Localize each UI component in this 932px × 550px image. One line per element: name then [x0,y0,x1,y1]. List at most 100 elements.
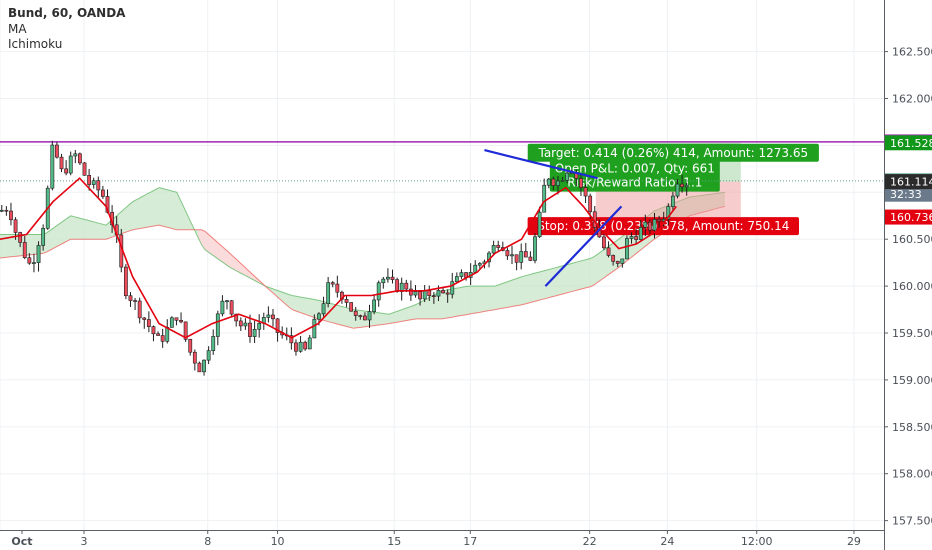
candle [353,306,358,321]
price-tag-bg [885,209,932,225]
candle [252,320,257,343]
candle [367,304,372,328]
candle-body [271,314,275,320]
ichimoku-cloud [0,187,726,329]
candle-body [625,238,629,260]
candle-body [220,300,225,315]
candle [611,254,616,266]
candle-body [137,300,142,319]
candle-body [657,219,662,222]
candle-body [408,288,413,296]
price-tick-label: 158.500 [892,421,932,434]
cloud-bullish [0,187,198,258]
candle [473,260,478,273]
candle [634,229,639,244]
ma-line [0,177,677,339]
candle [165,319,170,344]
candle-body [307,337,312,350]
candle-body [142,317,147,320]
price-tick-label: 158.000 [892,468,932,481]
price-tag-text: 160.736 [890,211,932,224]
candle-body [565,172,570,181]
candle [427,285,432,302]
candle [59,153,64,173]
candle-body [68,155,73,174]
candle-body [206,350,211,361]
candle [514,254,519,271]
candle-body [505,250,510,257]
candle-body [211,336,216,351]
candle-body [680,183,684,188]
candle [36,241,41,272]
candle [87,168,92,191]
candle-body [390,276,395,280]
candle [372,294,377,315]
candle [326,277,331,308]
candle [349,302,354,312]
price-axis: 162.500162.000161.500161.000160.500160.0… [884,0,932,550]
candle-body [514,254,519,263]
candle [27,253,32,265]
candle [303,340,308,351]
candle-body [353,310,358,316]
candle [335,275,340,298]
candle [211,329,216,355]
candle-body [192,351,197,364]
candle-body [50,144,55,189]
candle [307,334,312,350]
price-tick-label: 157.500 [892,515,932,528]
candle [445,289,450,303]
candle-body [588,195,593,213]
candle [615,260,620,268]
candle [243,318,248,330]
candle-body [225,300,229,303]
legend-study-ichimoku[interactable]: Ichimoku [8,37,63,51]
candle-body [671,195,675,207]
candle-body [183,321,188,340]
candle-body [363,315,367,321]
candle-body [615,261,620,264]
price-tag-text: 32:33 [890,188,922,201]
candle [9,202,13,226]
candle-body [312,318,317,339]
candle-body [303,341,308,350]
price-tick-label: 162.000 [892,92,932,105]
chart-legend: Bund, 60, OANDA MA Ichimoku [8,6,125,53]
candle [197,361,202,373]
candle-body [243,322,248,327]
time-tick-label: 29 [847,535,861,548]
candle [289,327,294,350]
candle [390,269,395,284]
candle [146,311,151,333]
candle-body [128,295,133,301]
price-axis-bg [884,0,932,530]
price-tick-label: 162.500 [892,46,932,59]
candle [220,295,225,317]
price-tag-4: 32:33 [885,186,932,202]
candle-body [372,299,377,312]
candle-body [78,153,82,164]
candle-body [91,180,96,185]
candle-body [317,313,321,320]
candle-body [64,168,69,174]
candle [142,317,147,329]
target-label: Target: 0.414 (0.26%) 414, Amount: 1273.… [527,143,819,162]
candle-body [156,333,160,336]
target-label-bg [527,143,819,162]
candle [625,235,629,260]
candle-body [335,283,340,293]
price-tag-2: 161.528 [885,135,932,151]
candle-body [436,290,441,297]
candle-body [275,318,280,333]
candle [192,349,197,371]
candle-body [376,282,381,301]
legend-symbol[interactable]: Bund, 60, OANDA [8,6,126,20]
candle [620,258,625,268]
price-tag-bg [885,174,932,190]
candle [606,241,611,258]
candle [160,328,165,348]
legend-study-ma[interactable]: MA [8,21,27,36]
candle [496,240,501,252]
